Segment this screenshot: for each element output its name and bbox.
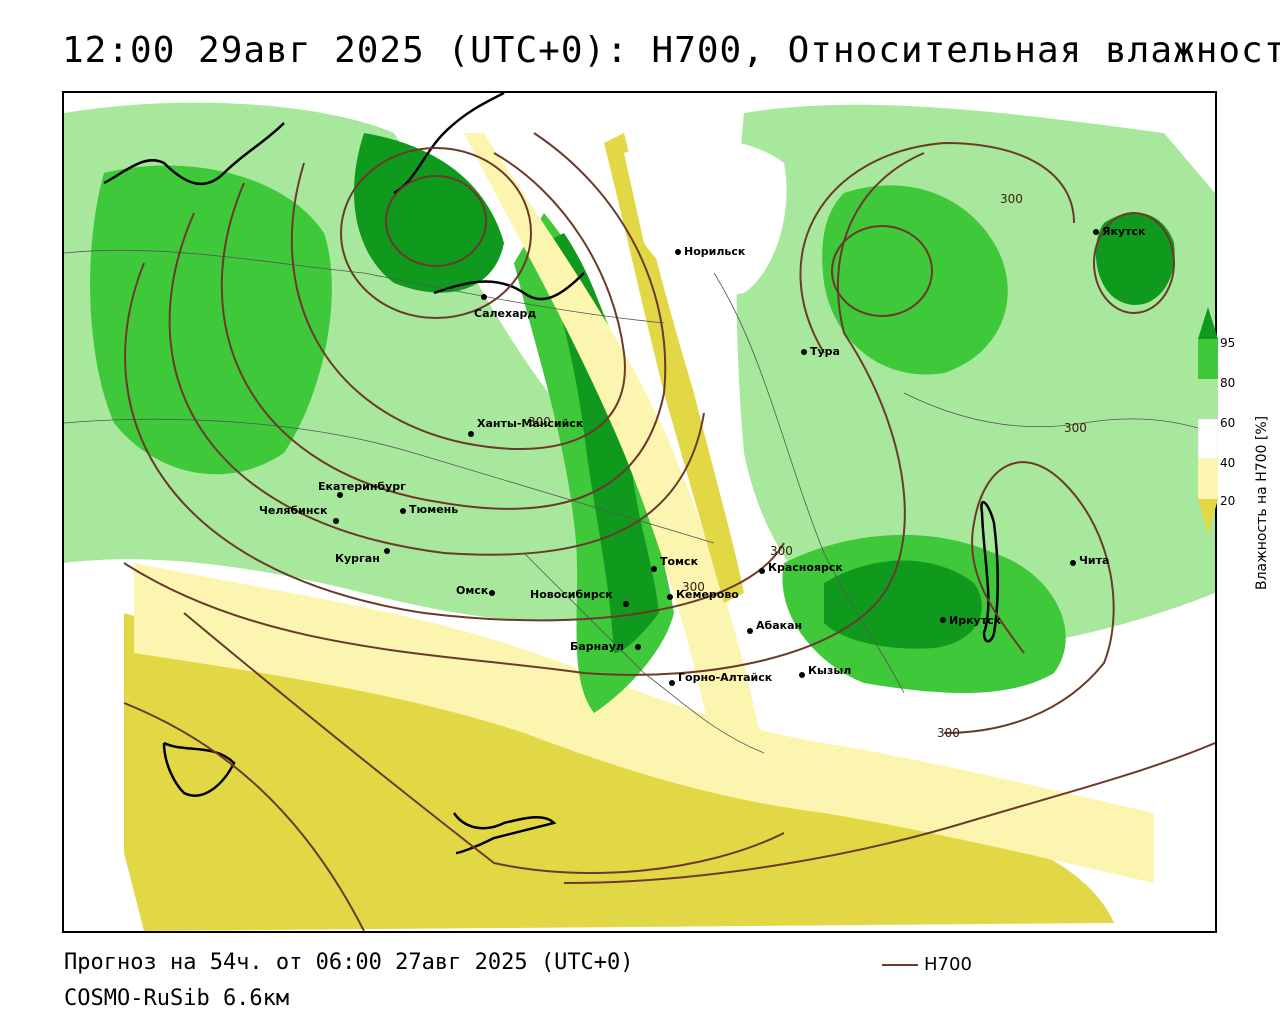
moist-zone-yakutsk [1095,212,1175,305]
contour-label-group: 300 300 300 300 300 300 [528,192,1087,740]
contour-label: 300 [770,544,793,558]
svg-text:Салехард: Салехард [474,307,536,320]
dry-strip-central-core [604,133,744,603]
contour-label: 300 [682,580,705,594]
humidity-fields [64,102,1215,931]
contour-low-west-mid [340,147,532,319]
legend-tick: 20 [1220,494,1236,508]
moist-zone-west-dark [354,133,504,293]
city-omsk: Омск [456,584,495,597]
svg-text:Горно-Алтайск: Горно-Алтайск [678,671,773,684]
h700-line-swatch [882,963,918,966]
city-markers: Норильск Салехард Тура Якутск Ханты-Манс… [259,225,1146,686]
dry-strip-central [464,133,764,753]
moist-zone-west-core [90,165,332,475]
svg-text:Челябинск: Челябинск [259,504,328,517]
contour-label: 300 [1000,192,1023,206]
moist-zone-east-core [822,185,1008,375]
city-krasnoyarsk: Красноярск [759,561,843,574]
city-barnaul: Барнаул [570,640,641,653]
humidity-map: 300 300 300 300 300 300 Норильск Салехар… [64,93,1215,931]
contour-east-low [831,225,933,317]
svg-text:Тура: Тура [810,345,840,358]
contour-label: 300 [937,726,960,740]
city-chelyabinsk: Челябинск [259,504,339,524]
city-norilsk: Норильск [675,245,746,258]
admin-borders [64,249,1215,754]
city-tyumen: Тюмень [400,503,458,516]
h700-line-legend: H700 [882,954,972,975]
map-panel: 300 300 300 300 300 300 Норильск Салехар… [62,91,1217,933]
svg-text:Барнаул: Барнаул [570,640,624,653]
legend-tick: 80 [1220,376,1236,390]
city-tomsk: Томск [651,555,699,572]
contour-arc-4 [124,262,785,622]
city-tura: Тура [801,345,840,358]
svg-text:Кызыл: Кызыл [808,664,851,677]
city-yekaterinburg: Екатеринбург [318,480,406,498]
legend-tick: 40 [1220,456,1236,470]
svg-text:Тюмень: Тюмень [409,503,458,516]
svg-text:Ханты-Мансийск: Ханты-Мансийск [477,417,584,430]
legend-tick: 60 [1220,416,1236,430]
city-kyzyl: Кызыл [799,664,851,678]
contour-east-arc [799,141,1075,354]
contour-south-3 [563,742,1215,884]
svg-text:Омск: Омск [456,584,489,597]
city-abakan: Абакан [747,619,802,634]
city-kurgan: Курган [335,548,390,565]
city-chita: Чита [1070,554,1109,567]
contour-arc-5 [123,152,925,676]
contour-south-2 [183,612,785,874]
legend-label: Влажность на H700 [%] [1254,415,1270,590]
svg-text:Абакан: Абакан [756,619,802,632]
city-novosibirsk: Новосибирск [530,588,629,607]
svg-text:Кемерово: Кемерово [676,588,739,601]
contour-yakutsk [1093,212,1175,314]
contour-se-low [943,461,1115,734]
h700-contours [123,132,1215,931]
svg-text:Чита: Чита [1079,554,1109,567]
svg-text:Новосибирск: Новосибирск [530,588,613,601]
coastlines [103,93,999,855]
city-yakutsk: Якутск [1093,225,1146,238]
contour-arc-2 [220,132,667,510]
svg-text:Норильск: Норильск [684,245,746,258]
svg-text:Екатеринбург: Екатеринбург [318,480,406,493]
city-gorno-altaysk: Горно-Алтайск [669,671,773,686]
svg-text:Якутск: Якутск [1102,225,1146,238]
city-kemerovo: Кемерово [667,588,739,601]
city-khanty-mansiysk: Ханты-Мансийск [468,417,584,437]
contour-label: 300 [528,415,551,429]
svg-text:Томск: Томск [660,555,699,568]
model-info: COSMO-RuSib 6.6км [64,986,290,1011]
contour-low-west-inner [385,175,487,267]
contour-arc-3 [168,212,705,556]
city-irkutsk: Иркутск [940,614,1002,627]
dry-zone-south-light [134,563,1154,883]
humidity-colorbar [1198,307,1218,535]
moist-zone-irkutsk-dark [824,560,982,649]
svg-text:Иркутск: Иркутск [949,614,1002,627]
contour-label: 300 [1064,421,1087,435]
h700-line-label: H700 [924,954,972,975]
cloud-free-north [624,139,787,295]
contour-arc-1 [290,152,626,450]
svg-text:Красноярск: Красноярск [768,561,843,574]
contour-south-1 [123,702,365,931]
city-salekhard: Салехард [474,294,536,320]
legend-tick: 95 [1220,336,1236,350]
svg-text:Курган: Курган [335,552,380,565]
map-title: 12:00 29авг 2025 (UTC+0): H700, Относите… [62,30,1280,71]
forecast-info: Прогноз на 54ч. от 06:00 27авг 2025 (UTC… [64,950,634,975]
